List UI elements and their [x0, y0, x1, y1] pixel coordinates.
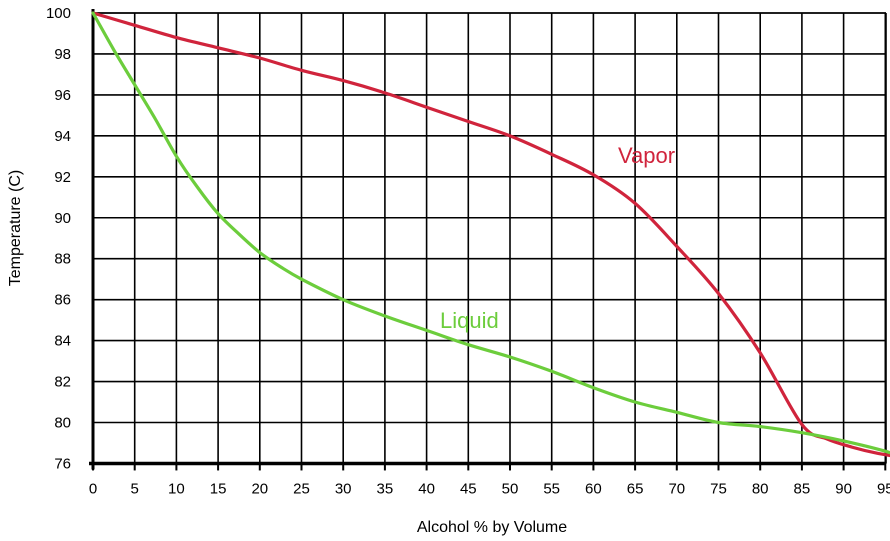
x-tick-label: 95 [877, 480, 890, 497]
x-tick-label: 45 [460, 480, 477, 497]
x-tick-label: 10 [168, 480, 185, 497]
x-tick-label: 55 [543, 480, 560, 497]
series-labels: Vapor Liquid [440, 143, 675, 333]
y-tick-labels: 76 80 82 84 86 88 90 92 94 96 98 100 [46, 5, 71, 472]
vapor-line [91, 11, 890, 458]
x-tick-label: 65 [627, 480, 644, 497]
y-tick-label: 92 [54, 169, 71, 186]
y-tick-label: 86 [54, 292, 71, 309]
y-tick-label: 98 [54, 46, 71, 63]
x-axis-title: Alcohol % by Volume [417, 519, 567, 536]
x-tick-label: 40 [418, 480, 435, 497]
y-tick-label: 82 [54, 374, 71, 391]
y-axis-title: Temperature (C) [7, 170, 24, 286]
y-tick-label: 96 [54, 87, 71, 104]
series-lines [91, 11, 890, 458]
x-tick-label: 75 [710, 480, 727, 497]
x-tick-label: 35 [377, 480, 394, 497]
x-tick-label: 90 [835, 480, 852, 497]
y-tick-label: 88 [54, 251, 71, 268]
x-tick-label: 20 [251, 480, 268, 497]
y-tick-label: 80 [54, 415, 71, 432]
x-tick-labels: 0 5 10 15 20 25 30 35 40 45 50 55 60 65 70 75 80 85 90 95 [89, 480, 890, 497]
x-tick-label: 30 [335, 480, 352, 497]
x-tick-label: 80 [752, 480, 769, 497]
y-tick-label: 76 [54, 455, 71, 472]
x-tick-label: 50 [502, 480, 519, 497]
x-tick-label: 25 [293, 480, 310, 497]
x-tick-label: 15 [210, 480, 227, 497]
y-tick-label: 100 [46, 5, 71, 22]
liquid-label: Liquid [440, 308, 499, 333]
y-tick-label: 90 [54, 210, 71, 227]
x-tick-label: 60 [585, 480, 602, 497]
liquid-line [91, 11, 890, 455]
x-tick-label: 85 [794, 480, 811, 497]
x-tick-label: 0 [89, 480, 97, 497]
y-tick-label: 94 [54, 128, 71, 145]
x-tick-label: 70 [668, 480, 685, 497]
grid [93, 12, 887, 464]
axes [89, 9, 887, 471]
y-tick-label: 84 [54, 333, 71, 350]
vapor-label: Vapor [618, 143, 675, 168]
x-tick-label: 5 [131, 480, 139, 497]
